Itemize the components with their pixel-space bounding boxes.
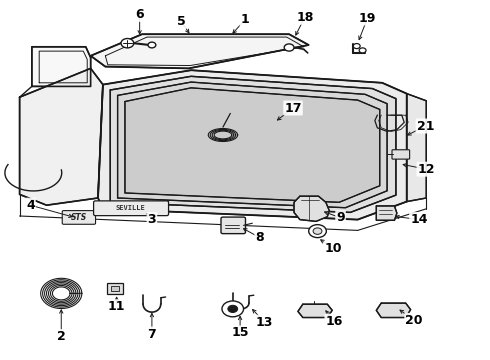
Polygon shape <box>125 88 380 202</box>
FancyBboxPatch shape <box>392 150 410 159</box>
Polygon shape <box>376 206 397 220</box>
Text: 14: 14 <box>410 213 428 226</box>
Circle shape <box>121 39 134 48</box>
Text: 10: 10 <box>324 242 342 255</box>
Polygon shape <box>376 303 411 318</box>
Circle shape <box>313 228 322 234</box>
Polygon shape <box>118 82 387 208</box>
Text: STS: STS <box>71 213 87 222</box>
FancyBboxPatch shape <box>62 211 96 224</box>
FancyBboxPatch shape <box>94 201 169 216</box>
Text: 3: 3 <box>147 213 156 226</box>
Text: 16: 16 <box>325 315 343 328</box>
FancyBboxPatch shape <box>111 286 119 291</box>
Text: 4: 4 <box>26 199 35 212</box>
Polygon shape <box>110 76 396 212</box>
Circle shape <box>359 48 366 53</box>
Text: 21: 21 <box>416 120 434 132</box>
Text: 9: 9 <box>336 211 345 224</box>
Polygon shape <box>98 70 407 220</box>
Text: 7: 7 <box>147 328 156 341</box>
Text: 18: 18 <box>296 11 314 24</box>
Text: SEVILLE: SEVILLE <box>116 206 146 211</box>
Polygon shape <box>298 304 332 318</box>
FancyBboxPatch shape <box>107 283 123 294</box>
Text: 17: 17 <box>284 102 302 114</box>
Text: 1: 1 <box>241 13 249 26</box>
Polygon shape <box>91 34 309 68</box>
Text: 20: 20 <box>405 314 423 327</box>
Circle shape <box>228 305 238 312</box>
Text: 8: 8 <box>255 231 264 244</box>
Text: 15: 15 <box>231 327 249 339</box>
Circle shape <box>309 225 326 238</box>
Polygon shape <box>294 196 329 221</box>
Circle shape <box>148 42 156 48</box>
Text: 13: 13 <box>256 316 273 329</box>
Text: 6: 6 <box>135 8 144 21</box>
Circle shape <box>284 44 294 51</box>
Text: 2: 2 <box>57 330 66 343</box>
Polygon shape <box>407 94 426 202</box>
Polygon shape <box>32 47 91 86</box>
Text: 19: 19 <box>359 12 376 24</box>
Circle shape <box>222 301 244 317</box>
Polygon shape <box>20 68 103 205</box>
Text: 12: 12 <box>417 163 435 176</box>
FancyBboxPatch shape <box>221 217 245 234</box>
Text: 5: 5 <box>177 15 186 28</box>
Circle shape <box>353 44 360 49</box>
Text: 11: 11 <box>108 300 125 313</box>
